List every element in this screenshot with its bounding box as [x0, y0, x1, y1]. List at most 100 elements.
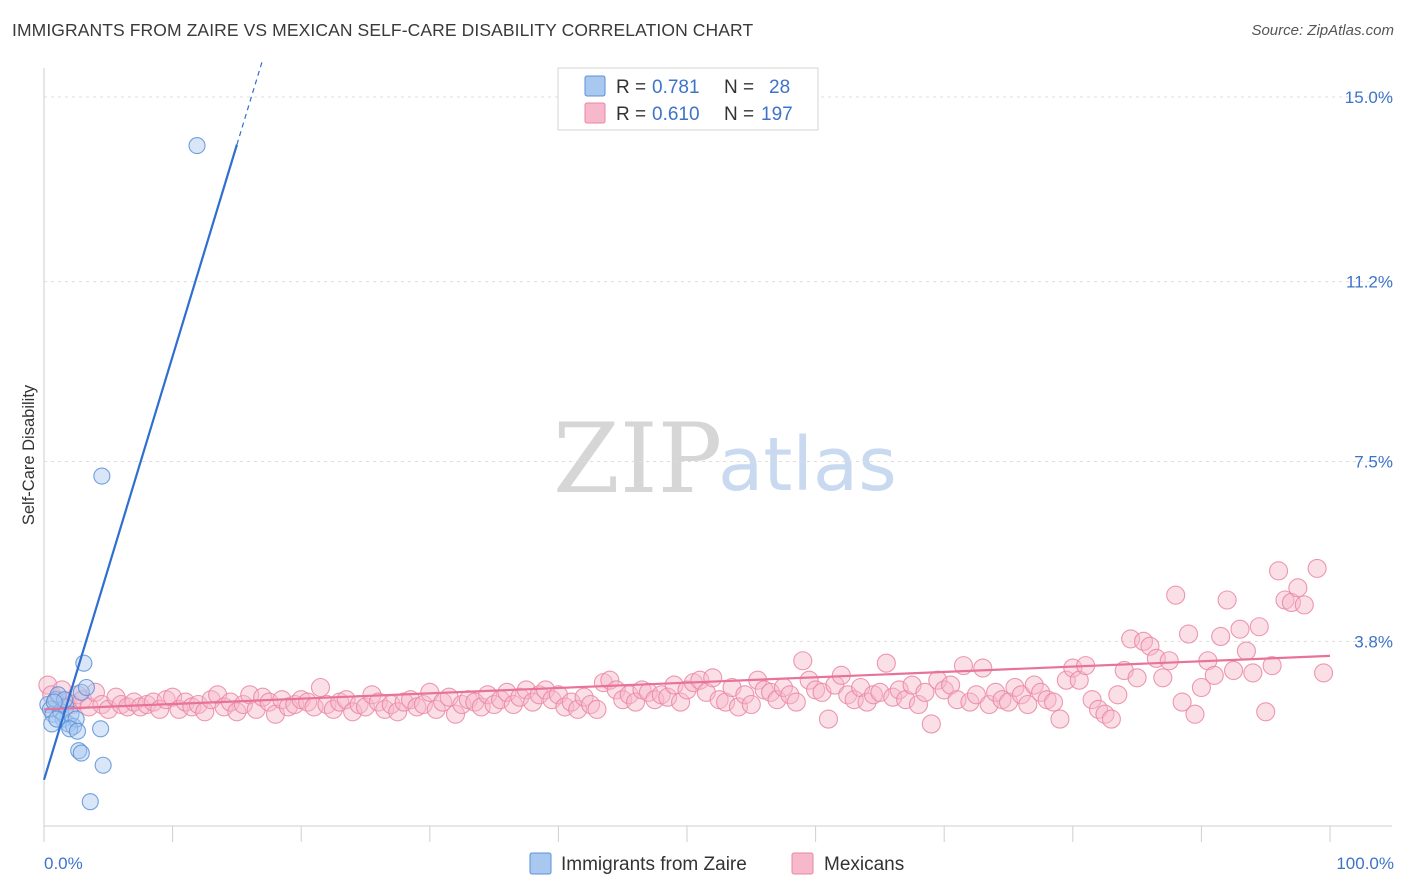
data-point — [1256, 702, 1276, 722]
data-point — [1050, 709, 1070, 729]
data-point — [1024, 675, 1044, 695]
data-point — [310, 677, 331, 698]
data-point — [98, 699, 118, 719]
data-point — [799, 670, 819, 690]
legend-r-label-1: R = — [616, 77, 646, 98]
data-point — [934, 680, 954, 700]
data-point — [1204, 665, 1224, 685]
data-point — [1101, 709, 1121, 729]
data-point — [915, 682, 935, 702]
data-point — [67, 710, 85, 728]
data-point — [580, 694, 601, 715]
trend-line-mexicans — [43, 654, 1331, 711]
data-point — [664, 675, 684, 695]
data-point — [45, 693, 63, 711]
data-point — [1294, 595, 1314, 615]
y-tick-label: 11.2% — [1346, 273, 1393, 292]
data-point — [908, 694, 929, 715]
data-point — [735, 685, 755, 705]
grid-lines — [44, 96, 1392, 642]
data-point — [986, 682, 1006, 702]
trend-lines — [42, 59, 1331, 781]
data-point — [323, 699, 343, 719]
watermark: ZIP atlas — [553, 403, 897, 515]
data-point — [1108, 685, 1128, 705]
trend-line-zaire — [42, 144, 238, 781]
data-point — [227, 702, 247, 722]
y-tick-label: 7.5% — [1354, 453, 1393, 472]
series-legend-label-zaire: Immigrants from Zaire — [561, 854, 747, 875]
series-legend-label-mexicans: Mexicans — [824, 854, 904, 875]
data-point — [510, 687, 530, 707]
data-point — [1031, 682, 1051, 702]
data-point — [1127, 668, 1147, 688]
data-point — [568, 699, 588, 719]
data-point — [626, 692, 646, 712]
data-point — [921, 714, 941, 734]
source-credit: Source: ZipAtlas.com — [1251, 22, 1394, 39]
data-point — [70, 742, 88, 760]
data-point — [188, 694, 208, 715]
data-point — [561, 692, 581, 712]
data-point — [81, 793, 99, 811]
legend-swatch-blue — [584, 75, 606, 97]
data-point — [1140, 636, 1160, 656]
series-legend-swatch-mexicans — [791, 852, 814, 875]
data-point — [767, 690, 787, 710]
y-axis-label: Self-Care Disability — [20, 384, 38, 525]
data-point — [793, 651, 813, 671]
data-point — [1005, 677, 1025, 698]
watermark-zip: ZIP — [553, 403, 722, 515]
data-point — [523, 692, 543, 712]
y-tick-label: 3.8% — [1354, 632, 1393, 651]
data-point — [979, 694, 999, 715]
data-point — [253, 687, 273, 707]
data-point — [1159, 651, 1179, 671]
data-point — [780, 685, 800, 705]
data-point — [574, 687, 594, 707]
data-point — [1230, 619, 1250, 639]
data-point — [1153, 668, 1173, 688]
data-point — [72, 683, 90, 701]
data-point — [587, 699, 607, 719]
trend-line-zaire-extension — [236, 59, 264, 145]
data-point — [503, 694, 523, 715]
data-point — [85, 682, 105, 702]
data-point — [960, 692, 980, 712]
data-point — [1249, 617, 1269, 637]
data-point — [1269, 561, 1289, 581]
legend-n-value-1: 28 — [769, 77, 790, 98]
data-point — [1172, 692, 1192, 712]
data-point — [72, 744, 90, 762]
data-point — [786, 692, 806, 712]
y-tick-label: 15.0% — [1345, 88, 1393, 107]
series-legend-swatch-zaire — [529, 852, 552, 875]
data-point — [1217, 590, 1237, 610]
legend-n-label-1: N = — [724, 77, 754, 98]
data-point — [1236, 641, 1256, 661]
data-point — [889, 680, 909, 700]
data-point — [1224, 660, 1244, 681]
legend-r-value-2: 0.610 — [652, 104, 700, 125]
data-point — [818, 709, 839, 729]
data-point — [658, 687, 678, 707]
data-point — [1133, 631, 1154, 651]
data-point — [343, 702, 363, 722]
data-point — [761, 682, 781, 702]
data-point — [1211, 626, 1231, 647]
legend-swatch-pink — [584, 102, 606, 124]
data-point — [93, 467, 111, 485]
data-point — [703, 668, 723, 688]
data-point — [1262, 656, 1282, 676]
series-legend: Immigrants from Zaire Mexicans — [529, 852, 904, 875]
series-mexicans-points — [38, 558, 1334, 734]
watermark-atlas: atlas — [718, 422, 897, 508]
data-point — [1314, 663, 1334, 683]
data-point — [1088, 699, 1109, 719]
data-point — [870, 682, 890, 702]
data-point — [1307, 558, 1327, 578]
data-point — [94, 756, 112, 774]
legend-r-value-1: 0.781 — [652, 77, 700, 98]
chart-title: IMMIGRANTS FROM ZAIRE VS MEXICAN SELF-CA… — [12, 20, 754, 40]
